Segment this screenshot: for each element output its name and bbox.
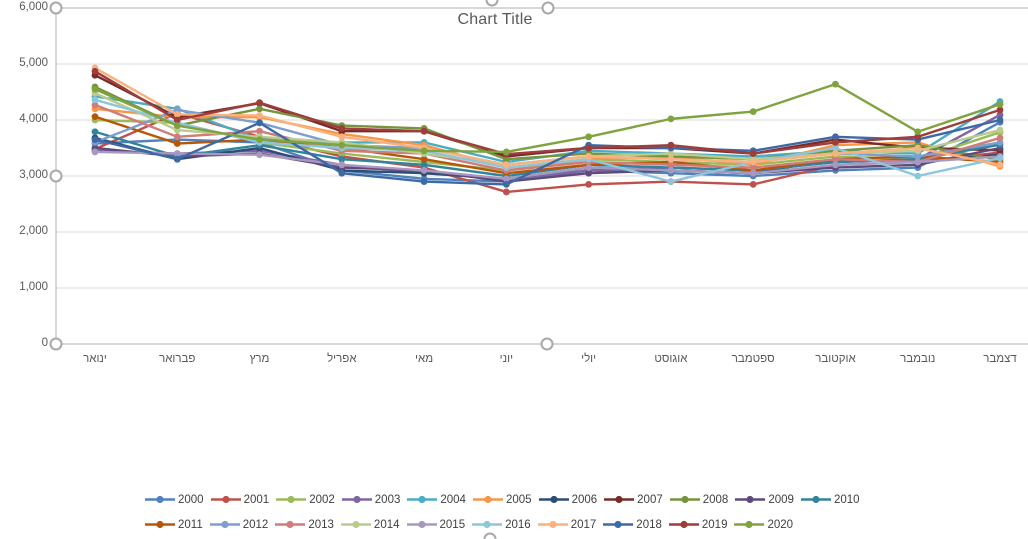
legend-marker-icon <box>276 495 307 504</box>
legend-item-2000[interactable]: 2000 <box>145 494 204 506</box>
legend-label: 2001 <box>243 493 270 506</box>
x-tick-label: פברואר <box>159 353 196 365</box>
x-tick-label: אוגוסט <box>654 353 688 365</box>
legend-item-2013[interactable]: 2013 <box>275 519 334 531</box>
series-2019[interactable] <box>91 67 1004 158</box>
y-tick-label: 1,000 <box>19 281 48 293</box>
legend-item-2007[interactable]: 2007 <box>604 494 663 506</box>
legend-marker-icon <box>275 520 306 529</box>
y-tick-label: 2,000 <box>19 225 48 237</box>
legend-marker-icon <box>472 520 503 529</box>
plotarea-handle-middle-left[interactable] <box>49 169 63 183</box>
legend-item-2019[interactable]: 2019 <box>668 518 728 531</box>
x-tick-label: מאי <box>415 353 434 365</box>
legend-item-2004[interactable]: 2004 <box>407 494 466 506</box>
chart-resize-handle-top[interactable] <box>485 0 499 7</box>
legend-item-2006[interactable]: 2006 <box>538 493 598 506</box>
y-tick-label: 0 <box>41 337 48 349</box>
legend-row: 2011 2012 2013 2014 2015 2016 2017 2018 2019 2020 <box>145 512 867 537</box>
legend-label: 2004 <box>440 493 466 506</box>
legend-marker-icon <box>668 520 699 529</box>
legend-item-2016[interactable]: 2016 <box>472 519 531 531</box>
legend-marker-icon <box>406 520 437 529</box>
legend-row: 2000 2001 2002 2003 2004 2005 2006 2007 2008 2009… <box>145 487 867 512</box>
legend-label: 2017 <box>570 518 597 531</box>
legend-marker-icon <box>472 495 503 504</box>
legend-item-2008[interactable]: 2008 <box>669 493 729 506</box>
legend-label: 2012 <box>242 518 269 531</box>
legend-marker-icon <box>145 520 175 529</box>
legend-label: 2020 <box>767 518 794 531</box>
legend-marker-icon <box>210 495 241 504</box>
legend-label: 2007 <box>637 493 663 506</box>
legend-marker-icon <box>734 520 765 529</box>
plotarea-handle-bottom-center[interactable] <box>540 337 554 351</box>
series-2018[interactable] <box>91 116 1004 188</box>
x-tick-label: דצמבר <box>983 353 1017 365</box>
y-tick-label: 3,000 <box>19 169 48 181</box>
legend-item-2001[interactable]: 2001 <box>210 493 270 506</box>
legend-item-2015[interactable]: 2015 <box>406 518 466 531</box>
y-tick-label: 6,000 <box>19 1 48 13</box>
legend-label: 2005 <box>505 493 532 506</box>
legend-label: 2011 <box>178 518 203 531</box>
legend-marker-icon <box>340 520 371 529</box>
legend-item-2014[interactable]: 2014 <box>340 518 400 531</box>
legend-label: 2002 <box>309 493 335 506</box>
legend-label: 2000 <box>178 493 204 506</box>
legend-label: 2003 <box>374 493 401 506</box>
legend-label: 2018 <box>636 518 662 531</box>
legend-label: 2008 <box>702 493 729 506</box>
legend-marker-icon <box>800 495 831 504</box>
legend-item-2020[interactable]: 2020 <box>734 519 793 531</box>
legend-item-2010[interactable]: 2010 <box>800 493 860 506</box>
legend-item-2005[interactable]: 2005 <box>472 493 532 506</box>
legend-item-2002[interactable]: 2002 <box>276 494 335 506</box>
legend-marker-icon <box>341 495 372 504</box>
plotarea-handle-top-left[interactable] <box>49 1 63 15</box>
x-tick-label: אוקטובר <box>815 353 856 365</box>
x-tick-label: אפריל <box>327 353 357 365</box>
legend-marker-icon <box>537 520 568 529</box>
x-tick-label: ינואר <box>83 353 107 365</box>
legend-label: 2016 <box>505 518 531 531</box>
legend-marker-icon <box>603 520 634 529</box>
series-2020[interactable] <box>91 80 1004 156</box>
legend-item-2011[interactable]: 2011 <box>145 519 203 531</box>
legend-marker-icon <box>669 495 700 504</box>
x-tick-label: יולי <box>581 353 597 365</box>
chart-resize-handle-bottom[interactable] <box>483 532 497 539</box>
plotarea-handle-top-center[interactable] <box>541 1 555 15</box>
legend-item-2009[interactable]: 2009 <box>735 494 794 506</box>
legend-marker-icon <box>145 495 175 504</box>
legend-label: 2015 <box>439 518 466 531</box>
x-tick-label: ספטמבר <box>731 353 775 365</box>
x-tick-label: מרץ <box>249 353 270 365</box>
legend-marker-icon <box>538 495 569 504</box>
plotarea-handle-bottom-left[interactable] <box>49 337 63 351</box>
y-tick-label: 4,000 <box>19 113 48 125</box>
x-tick-label: נובמבר <box>900 353 936 365</box>
legend-item-2017[interactable]: 2017 <box>537 518 597 531</box>
x-tick-label: יוני <box>499 353 514 365</box>
legend[interactable]: 2000 2001 2002 2003 2004 2005 2006 2007 2008 2009… <box>145 487 867 537</box>
legend-marker-icon <box>735 495 766 504</box>
legend-marker-icon <box>604 495 635 504</box>
legend-item-2012[interactable]: 2012 <box>209 518 269 531</box>
legend-label: 2006 <box>571 493 598 506</box>
legend-item-2003[interactable]: 2003 <box>341 493 401 506</box>
legend-item-2018[interactable]: 2018 <box>603 519 662 531</box>
legend-label: 2019 <box>701 518 728 531</box>
legend-label: 2013 <box>308 518 334 531</box>
legend-label: 2010 <box>833 493 860 506</box>
chart-title[interactable]: Chart Title <box>457 11 533 28</box>
legend-marker-icon <box>407 495 438 504</box>
legend-label: 2014 <box>373 518 400 531</box>
legend-label: 2009 <box>768 493 794 506</box>
y-tick-label: 5,000 <box>19 57 48 69</box>
legend-marker-icon <box>209 520 240 529</box>
